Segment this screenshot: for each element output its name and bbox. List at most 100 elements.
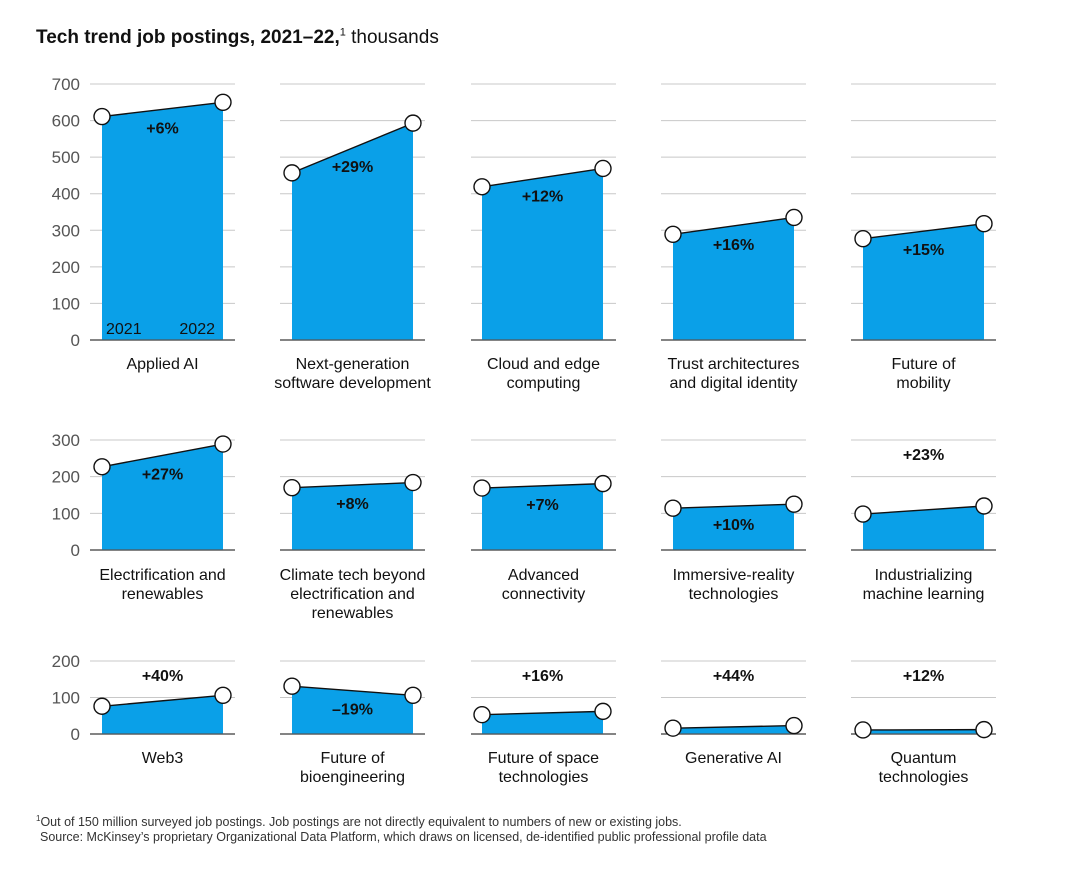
area-fill	[673, 217, 794, 340]
y-tick-label: 300	[52, 221, 80, 240]
category-label-line: mobility	[896, 375, 950, 392]
area-fill	[863, 729, 984, 734]
y-tick-label: 200	[52, 652, 80, 671]
trend-line	[101, 101, 224, 118]
category-label: Future of mobility	[891, 356, 956, 392]
category-label-line: Future of	[891, 356, 956, 373]
percent-change-label: +15%	[903, 242, 944, 259]
chart-title-footnote-marker: 1	[339, 26, 346, 39]
y-tick-label: 0	[71, 725, 80, 744]
point-2022	[975, 497, 993, 515]
y-tick-label: 100	[52, 504, 80, 523]
category-label-line: Applied AI	[126, 356, 198, 373]
point-2022	[594, 474, 612, 493]
panel: +12% Quantum technologies	[851, 668, 996, 786]
category-label: Cloud and edge computing	[487, 356, 600, 392]
trend-line	[481, 710, 604, 716]
category-label-line: and digital identity	[669, 375, 797, 392]
y-tick-label: 0	[71, 331, 80, 350]
point-2022	[404, 686, 422, 705]
panel: +7% Advanced connectivity	[471, 474, 616, 603]
category-label: Web3	[142, 750, 184, 767]
point-2021	[854, 229, 872, 248]
category-label-line: renewables	[122, 586, 204, 603]
panel: –19% Future of bioengineering	[280, 677, 425, 786]
category-label-line: Future of	[320, 750, 385, 767]
point-2021	[854, 721, 872, 739]
percent-change-label: +29%	[332, 159, 373, 176]
point-2022	[214, 686, 232, 705]
percent-change-label: +10%	[713, 517, 754, 534]
panel: +27% Electrification and renewables	[90, 435, 235, 603]
panel: +44% Generative AI	[661, 668, 806, 767]
y-tick-label: 600	[52, 112, 80, 131]
y-tick-label: 100	[52, 294, 80, 313]
percent-change-label: +6%	[146, 120, 178, 137]
point-2021	[93, 697, 111, 715]
x-label-2021: 2021	[106, 321, 142, 338]
y-tick-label: 0	[71, 541, 80, 560]
chart-title-unit: thousands	[345, 27, 439, 48]
category-label-line: bioengineering	[300, 769, 405, 786]
point-2022	[785, 716, 803, 735]
category-label: Trust architectures and digital identity	[668, 356, 800, 392]
panel: +23% Industrializing machine learning	[851, 447, 996, 603]
category-label: Generative AI	[685, 750, 782, 767]
category-label: Electrification and renewables	[99, 567, 225, 603]
point-2022	[404, 114, 422, 132]
y-tick-label: 300	[52, 431, 80, 450]
area-fill	[482, 711, 603, 734]
x-label-2022: 2022	[179, 321, 215, 338]
footnote-text: Out of 150 million surveyed job postings…	[40, 815, 682, 829]
category-label-line: Immersive-reality	[673, 567, 795, 584]
point-2021	[283, 478, 301, 497]
point-2021	[283, 164, 301, 182]
percent-change-label: +12%	[903, 668, 944, 685]
y-tick-label: 400	[52, 185, 80, 204]
point-2022	[785, 208, 803, 227]
category-label-line: Cloud and edge	[487, 356, 600, 373]
area-fill	[102, 444, 223, 550]
point-2022	[214, 93, 232, 111]
point-2021	[93, 458, 111, 476]
category-label: Next-generation software development	[274, 356, 431, 392]
category-label-line: software development	[274, 375, 431, 392]
category-label: Industrializing machine learning	[863, 567, 985, 603]
percent-change-label: +40%	[142, 668, 183, 685]
panel: +12% Cloud and edge computing	[471, 159, 616, 392]
category-label-line: Generative AI	[685, 750, 782, 767]
area-fill	[863, 223, 984, 340]
category-label-line: Advanced	[508, 567, 579, 584]
point-2021	[664, 499, 682, 517]
trend-line	[291, 685, 414, 697]
small-multiples-chart: 0 100 200 300 400 500 600 700 0 100 200 300 0 100 200 +…	[52, 75, 996, 786]
panel: +6% 2021 2022 Applied AI	[90, 93, 235, 373]
trend-line	[291, 481, 414, 489]
panel: +16% Future of space technologies	[471, 668, 616, 786]
trend-line	[672, 503, 795, 509]
category-label: Quantum technologies	[879, 750, 969, 786]
area-fill	[482, 168, 603, 340]
y-tick-label: 200	[52, 468, 80, 487]
category-label-line: Next-generation	[296, 356, 410, 373]
point-2022	[594, 702, 612, 721]
area-fill	[673, 504, 794, 550]
y-tick-label: 200	[52, 258, 80, 277]
category-label-line: technologies	[689, 586, 779, 603]
percent-change-label: +7%	[526, 497, 558, 514]
panel: +16% Trust architectures and digital ident…	[661, 208, 806, 392]
area-fill	[292, 686, 413, 734]
trend-line	[862, 505, 985, 515]
percent-change-label: +23%	[903, 447, 944, 464]
percent-change-label: +44%	[713, 668, 754, 685]
category-label-line: technologies	[879, 769, 969, 786]
trend-line	[291, 122, 414, 174]
percent-change-label: –19%	[332, 702, 373, 719]
category-label-line: Web3	[142, 750, 184, 767]
chart-title: Tech trend job postings, 2021–22,1 thous…	[36, 27, 439, 49]
category-label-line: electrification and	[290, 586, 415, 603]
trend-line	[101, 443, 224, 468]
y-tick-label: 700	[52, 75, 80, 94]
point-2021	[664, 225, 682, 244]
category-label-line: connectivity	[502, 586, 586, 603]
